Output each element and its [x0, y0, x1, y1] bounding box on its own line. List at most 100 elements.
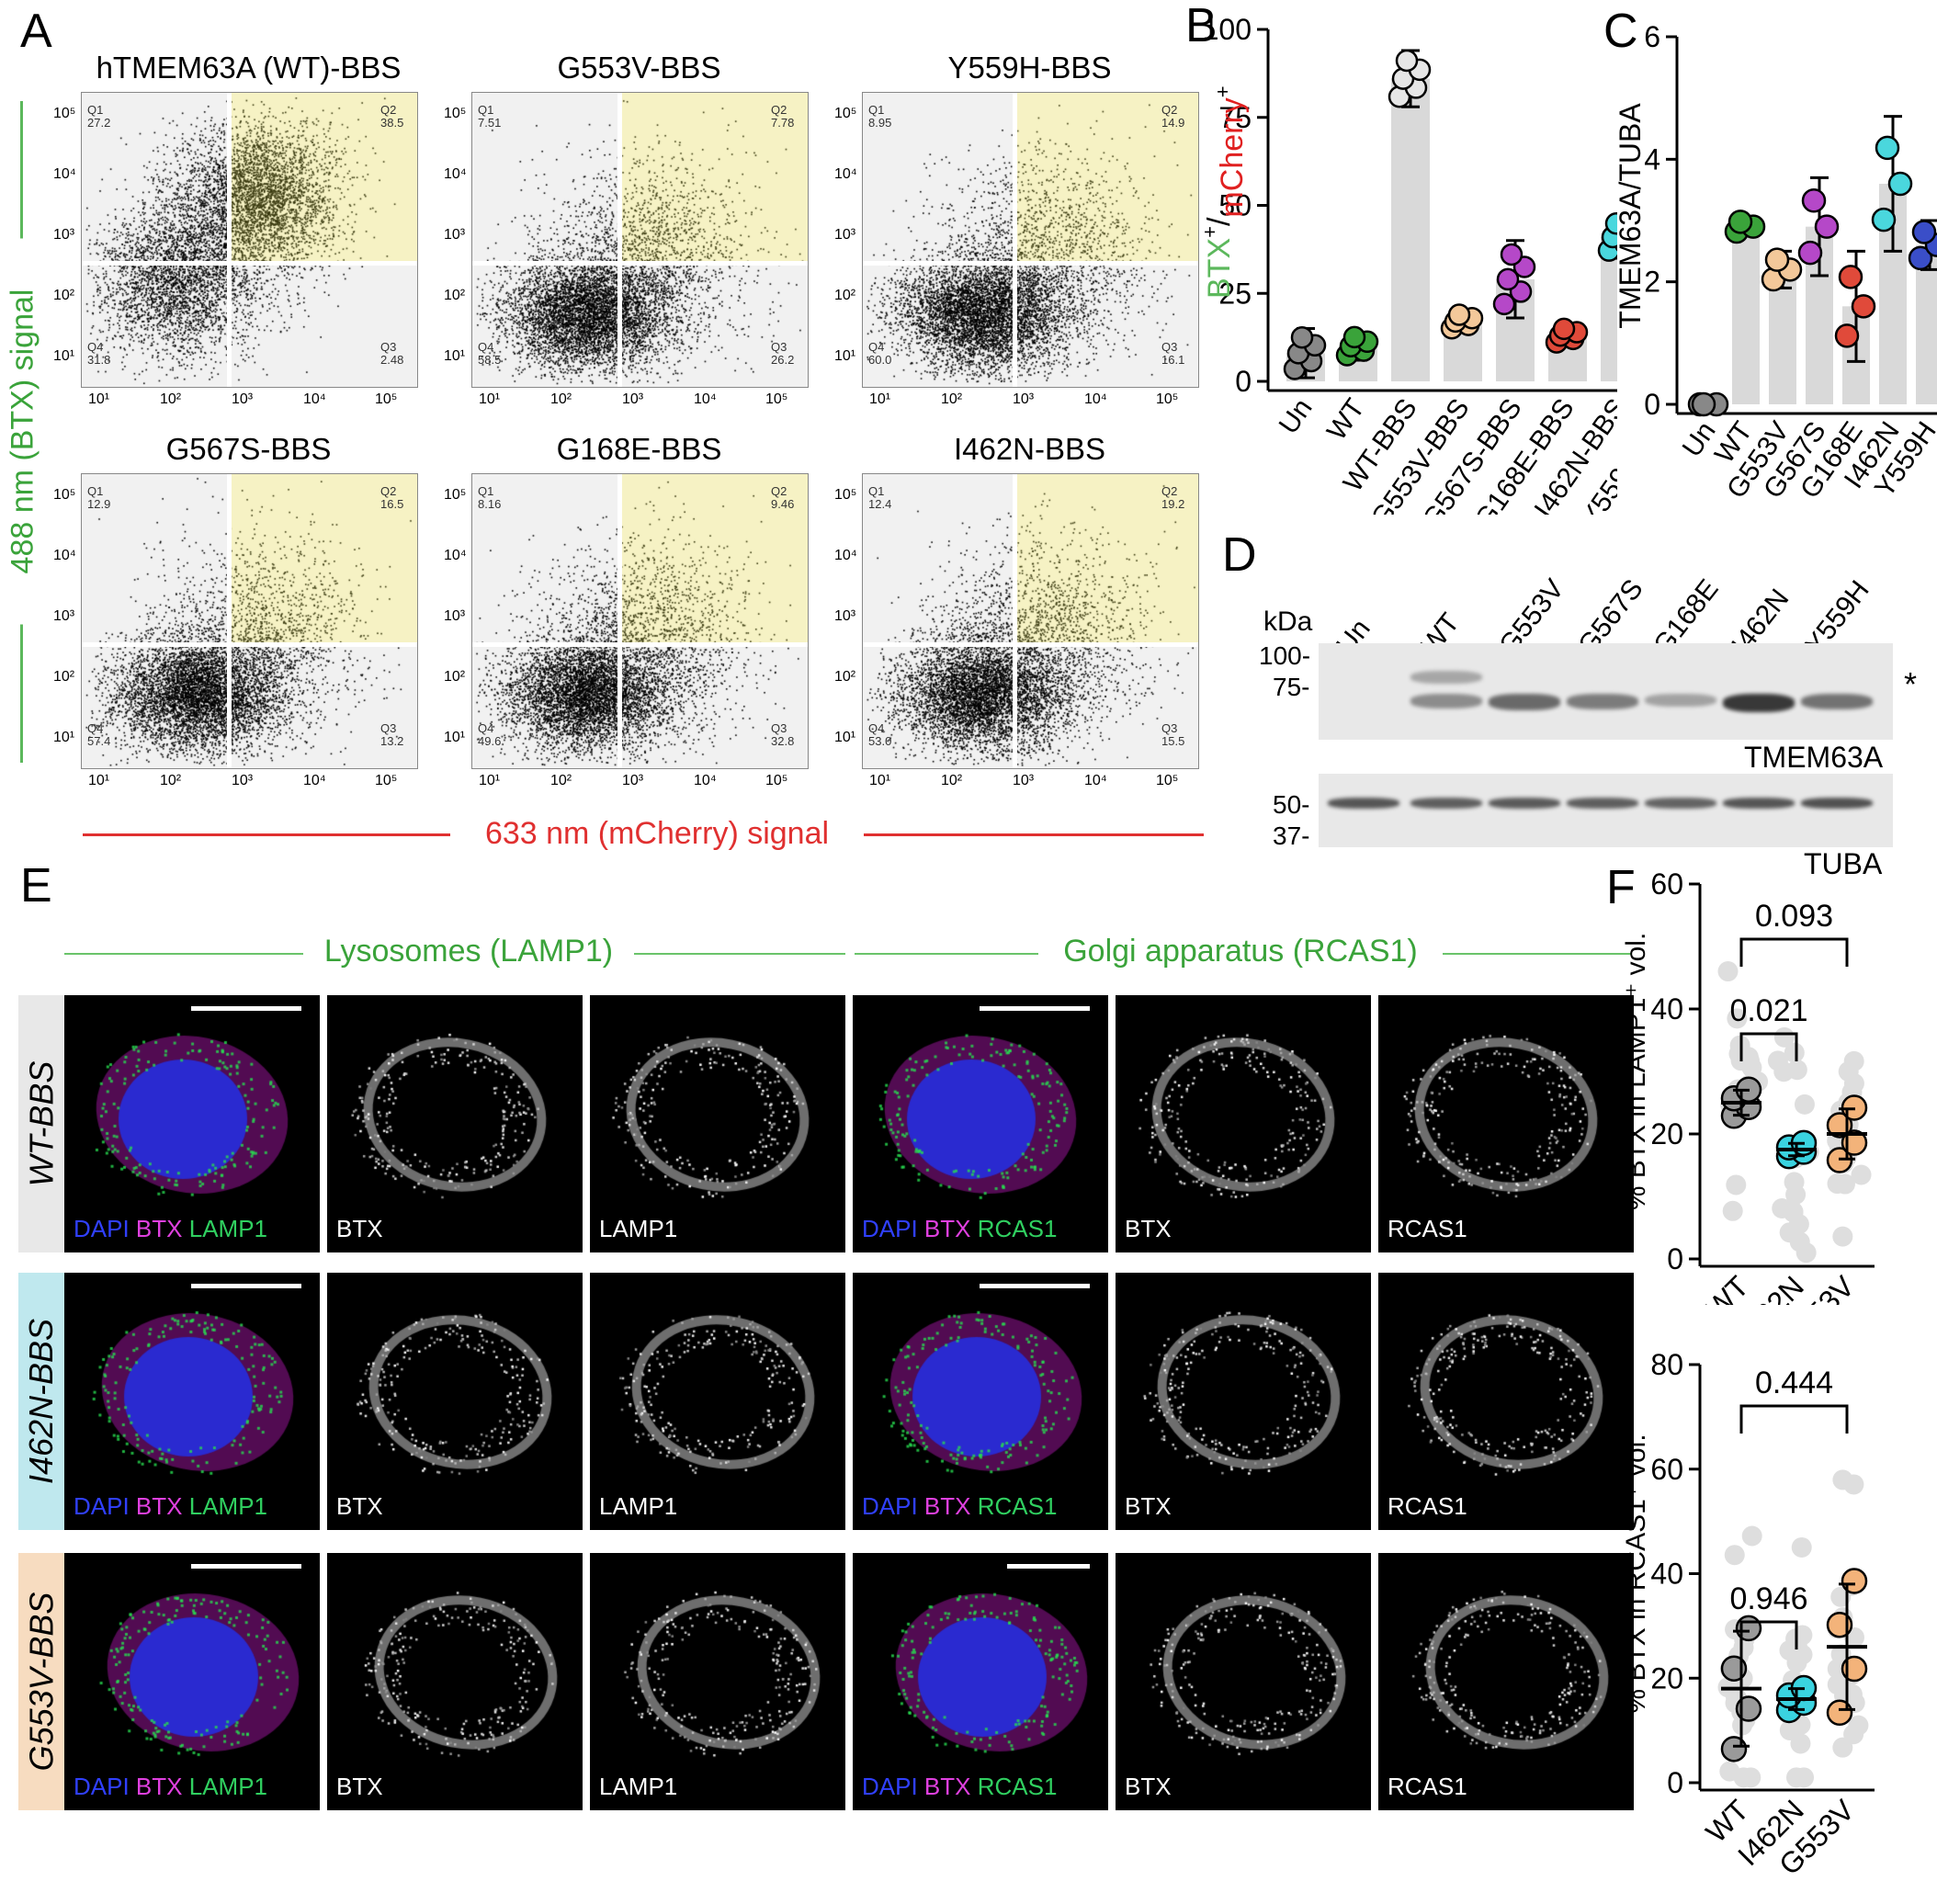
scale-bar	[191, 1564, 301, 1569]
channel-label: LAMP1	[599, 1215, 677, 1243]
gate-line-vertical	[617, 93, 622, 387]
facs-plot: Q1 8.16 Q2 9.46 Q3 32.8 Q4 49.6	[471, 473, 809, 769]
facs-dots	[82, 93, 417, 387]
label-channel: RCAS1	[1388, 1215, 1467, 1242]
cell-point	[1788, 1214, 1809, 1235]
y-tick-label: 10¹	[53, 730, 75, 745]
marker-50: 50-	[1273, 790, 1310, 819]
label-dapi: DAPI	[862, 1215, 918, 1242]
channel-label: DAPI BTX RCAS1	[862, 1492, 1057, 1521]
x-tick-label: 10³	[232, 391, 254, 407]
x-axis-label: 633 nm (mCherry) signal	[484, 816, 830, 851]
label-btx: BTX	[923, 1215, 971, 1242]
micrograph: BTX	[327, 1553, 583, 1810]
channel-label: BTX	[1125, 1773, 1172, 1801]
x-axis-line-left	[83, 833, 450, 836]
data-point	[1887, 171, 1913, 197]
row-label-text: G553V-BBS	[22, 1592, 61, 1772]
y-tick-label: 10²	[834, 288, 856, 303]
facs-plot: Q1 8.95 Q2 14.9 Q3 16.1 Q4 60.0	[862, 92, 1199, 388]
quadrant-value: 8.95	[868, 116, 892, 130]
y-tick-label: 10⁵	[834, 106, 857, 121]
facs-dots	[863, 93, 1198, 387]
label-marker: LAMP1	[188, 1215, 267, 1242]
quadrant-label-q1: Q1 12.9	[87, 485, 110, 511]
data-point	[1447, 303, 1471, 326]
y-tick-label: 10³	[444, 227, 466, 243]
y-tick-label: 10³	[444, 608, 466, 624]
y-tick-label: 50	[1218, 189, 1252, 222]
label-dapi: DAPI	[74, 1773, 130, 1800]
row-label-i462n: I462N-BBS	[18, 1273, 64, 1530]
gate-line-horizontal	[472, 261, 808, 266]
data-point	[1764, 247, 1790, 272]
quadrant-value: 8.16	[478, 497, 502, 511]
cell-image	[64, 995, 320, 1252]
x-tick-label: 10²	[160, 391, 182, 407]
quadrant-label-q2: Q2 38.5	[380, 104, 403, 130]
facs-title: I462N-BBS	[953, 432, 1106, 466]
data-point	[1801, 187, 1827, 213]
cell-image	[64, 1273, 320, 1530]
quadrant-label-q4: Q4 31.8	[87, 341, 110, 367]
cell-image	[590, 995, 845, 1252]
quadrant-value: 60.0	[868, 353, 892, 367]
asterisk: *	[1904, 665, 1918, 703]
channel-label: RCAS1	[1388, 1215, 1467, 1243]
quadrant-value: 16.5	[380, 497, 404, 511]
cell-point	[1791, 1536, 1812, 1558]
x-tick-label: 10²	[550, 773, 572, 788]
label-channel: LAMP1	[599, 1215, 678, 1242]
channel-label: BTX	[336, 1215, 383, 1243]
quadrant-value: 57.4	[87, 734, 111, 748]
scale-bar	[191, 1284, 301, 1288]
x-tick-label: 10¹	[479, 391, 501, 407]
y-axis-label: BTX+/mCherry+	[1198, 85, 1250, 299]
band-tuba	[1489, 798, 1560, 809]
quadrant-name: Q4	[478, 721, 494, 735]
x-tick-label: 10¹	[88, 773, 110, 788]
header-line	[1443, 953, 1631, 955]
quadrant-name: Q3	[380, 721, 397, 735]
band-tmem63a	[1567, 694, 1638, 709]
channel-label: DAPI BTX LAMP1	[74, 1492, 267, 1521]
quadrant-name: Q1	[868, 484, 885, 498]
y-tick-label: 0	[1667, 1766, 1683, 1799]
cell-image	[1378, 1553, 1634, 1810]
micrograph: DAPI BTX LAMP1	[64, 995, 320, 1252]
quadrant-value: 53.0	[868, 734, 892, 748]
cell-point	[1785, 1184, 1807, 1206]
facs-title: G553V-BBS	[557, 51, 721, 85]
quadrant-label-q1: Q1 7.51	[478, 104, 501, 130]
quadrant-label-q2: Q2 9.46	[771, 485, 794, 511]
cell-image	[853, 995, 1108, 1252]
gate-line-horizontal	[863, 261, 1198, 266]
p-value: 0.444	[1755, 1366, 1833, 1400]
quadrant-name: Q4	[87, 721, 104, 735]
quadrant-label-q4: Q4 57.4	[87, 722, 110, 748]
cell-point	[1843, 1050, 1864, 1071]
y-tick-label: 10⁴	[834, 548, 857, 563]
header-line	[634, 953, 845, 955]
quadrant-label-q3: Q3 15.5	[1161, 722, 1184, 748]
channel-label: DAPI BTX RCAS1	[862, 1773, 1057, 1801]
quadrant-name: Q3	[771, 721, 787, 735]
band-tmem63a	[1723, 694, 1795, 712]
x-tick-label: 10⁵	[765, 773, 788, 788]
micrograph: DAPI BTX RCAS1	[853, 995, 1108, 1252]
gate-line-vertical	[1013, 93, 1017, 387]
data-point	[1838, 265, 1863, 289]
data-point	[1727, 210, 1753, 234]
label-dapi: DAPI	[862, 1492, 918, 1520]
panel-letter-b: B	[1185, 0, 1218, 52]
channel-label: DAPI BTX RCAS1	[862, 1215, 1057, 1243]
facs-title: Y559H-BBS	[947, 51, 1112, 85]
facs-title: G168E-BBS	[556, 432, 722, 466]
cell-image	[1116, 995, 1371, 1252]
y-tick-label: 0	[1667, 1242, 1683, 1275]
quadrant-label-q1: Q1 27.2	[87, 104, 110, 130]
quadrant-label-q1: Q1 8.16	[478, 485, 501, 511]
channel-label: DAPI BTX LAMP1	[74, 1773, 267, 1801]
y-label-part-sup2: +	[1211, 85, 1234, 97]
